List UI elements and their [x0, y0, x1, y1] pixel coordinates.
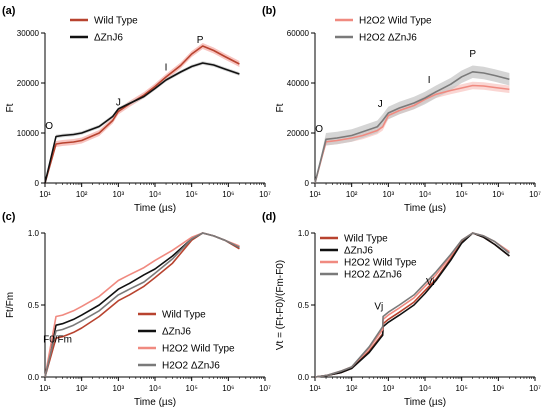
series-line: [44, 232, 240, 378]
annotation-label: P: [469, 49, 476, 60]
x-tick-label: 10²: [346, 384, 358, 393]
y-tick-label: 1.0: [28, 229, 40, 238]
chart-panel-1: (a) 10¹ 10² 10³ 10⁴ 10⁵ 10⁶ 10⁷ 0 10000 20000 30000…: [2, 5, 271, 214]
annotation-label: Vj: [374, 301, 383, 312]
y-tick-label: 10000: [17, 129, 40, 138]
y-tick-label: 30000: [17, 29, 40, 38]
annotation-label: J: [116, 98, 121, 109]
y-tick-label: 20000: [17, 79, 40, 88]
x-tick-label: 10⁵: [186, 384, 198, 393]
x-tick-label: 10²: [76, 190, 88, 199]
y-tick-label: 0.0: [298, 373, 310, 382]
y-tick-label: 1.0: [298, 229, 310, 238]
y-axis-label: Ft: [5, 103, 16, 112]
annotation-label: O: [45, 121, 53, 132]
x-tick-label: 10⁷: [259, 190, 271, 199]
annotation-label: P: [197, 35, 204, 46]
series-line: [44, 62, 240, 184]
legend-label: H2O2 ΔZnJ6: [359, 33, 417, 44]
x-tick-label: 10²: [346, 190, 358, 199]
y-tick-label: 0.0: [28, 373, 40, 382]
y-tick-label: 0: [305, 179, 310, 188]
panel-label: (a): [2, 5, 16, 17]
legend-label: H2O2 Wild Type: [162, 344, 235, 355]
annotation-label: I: [428, 75, 431, 86]
x-tick-label: 10⁶: [222, 384, 234, 393]
x-tick-label: 10⁴: [149, 190, 162, 199]
error-band: [45, 61, 240, 183]
series-line: [44, 45, 240, 184]
x-tick-label: 10¹: [39, 190, 51, 199]
legend-label: Wild Type: [94, 16, 138, 27]
series-line: [314, 71, 510, 184]
legend-label: ΔZnJ6: [162, 327, 191, 338]
legend-label: H2O2 Wild Type: [359, 16, 432, 27]
y-tick-label: 0: [35, 179, 40, 188]
panel-label: (c): [2, 211, 16, 223]
x-tick-label: 10⁶: [492, 384, 504, 393]
x-tick-label: 10²: [76, 384, 88, 393]
series-line: [44, 232, 240, 378]
x-tick-label: 10⁶: [222, 190, 234, 199]
annotation-label: I: [165, 63, 168, 74]
x-tick-label: 10³: [113, 384, 125, 393]
panel-label: (d): [262, 211, 276, 223]
x-tick-label: 10⁷: [259, 384, 271, 393]
x-tick-label: 10³: [383, 384, 395, 393]
x-tick-label: 10¹: [309, 384, 321, 393]
x-tick-label: 10⁵: [456, 190, 468, 199]
x-axis-label: Time (µs): [404, 203, 446, 214]
chart-panel-4: (d) 10¹ 10² 10³ 10⁴ 10⁵ 10⁶ 10⁷ 0.0 0.5 1.0 Time (µ…: [262, 211, 541, 408]
legend-label: Wild Type: [344, 234, 388, 245]
x-tick-label: 10⁴: [149, 384, 162, 393]
y-tick-label: 20000: [287, 129, 310, 138]
annotation-label: F0/Fm: [43, 334, 72, 345]
y-axis-label: Ft/Fm: [5, 292, 16, 318]
x-tick-label: 10¹: [39, 384, 51, 393]
chart-panel-3: (c) 10¹ 10² 10³ 10⁴ 10⁵ 10⁶ 10⁷ 0.0 0.5 1.0 Time (µ…: [2, 211, 271, 408]
x-axis-label: Time (µs): [134, 397, 176, 408]
x-tick-label: 10⁶: [492, 190, 504, 199]
legend-label: ΔZnJ6: [94, 33, 123, 44]
y-axis-label: Ft: [275, 103, 286, 112]
annotation-label: O: [315, 124, 323, 135]
y-tick-label: 0.5: [298, 301, 310, 310]
error-band: [315, 65, 510, 183]
x-tick-label: 10⁷: [529, 190, 541, 199]
series-line: [314, 84, 510, 184]
x-axis-label: Time (µs): [134, 203, 176, 214]
legend-label: H2O2 ΔZnJ6: [344, 270, 402, 281]
series-line: [44, 232, 240, 378]
x-tick-label: 10⁷: [529, 384, 541, 393]
legend-label: ΔZnJ6: [344, 246, 373, 257]
x-tick-label: 10⁵: [456, 384, 468, 393]
annotation-label: J: [378, 99, 383, 110]
legend-label: Wild Type: [162, 310, 206, 321]
y-axis-label: Vt = (Ft-F0)/(Fm-F0): [275, 260, 286, 350]
x-tick-label: 10³: [113, 190, 125, 199]
series-line: [314, 232, 510, 378]
y-tick-label: 0.5: [28, 301, 40, 310]
series-line: [44, 232, 240, 378]
legend-label: H2O2 ΔZnJ6: [162, 361, 220, 372]
x-tick-label: 10⁴: [419, 384, 432, 393]
x-tick-label: 10⁴: [419, 190, 432, 199]
panel-label: (b): [262, 5, 276, 17]
chart-panel-2: (b) 10¹ 10² 10³ 10⁴ 10⁵ 10⁶ 10⁷ 0 20000 40000 60000…: [262, 5, 541, 214]
legend-label: H2O2 Wild Type: [344, 258, 417, 269]
x-tick-label: 10⁵: [186, 190, 198, 199]
annotation-label: Vi: [426, 277, 435, 288]
x-tick-label: 10³: [383, 190, 395, 199]
y-tick-label: 60000: [287, 29, 310, 38]
x-tick-label: 10¹: [309, 190, 321, 199]
x-axis-label: Time (µs): [404, 397, 446, 408]
y-tick-label: 40000: [287, 79, 310, 88]
